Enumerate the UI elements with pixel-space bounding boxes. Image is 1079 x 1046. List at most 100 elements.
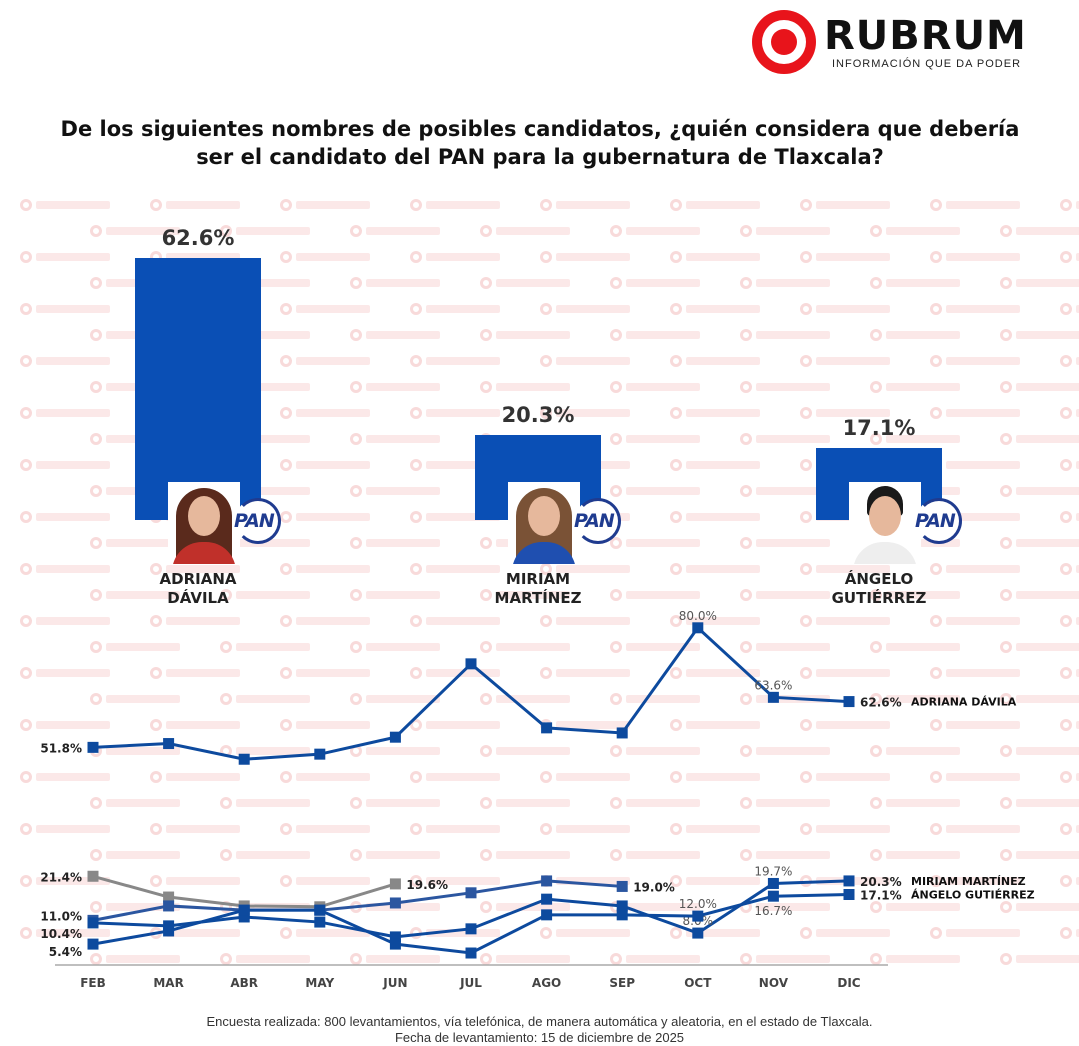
pan-party-logo-icon: PAN bbox=[915, 498, 962, 544]
watermark-ring-icon bbox=[740, 693, 752, 705]
watermark-word-shape bbox=[556, 721, 630, 729]
watermark-ring-icon bbox=[1000, 693, 1012, 705]
watermark-mark bbox=[20, 562, 112, 576]
watermark-mark bbox=[670, 666, 762, 680]
watermark-word-shape bbox=[816, 201, 890, 209]
watermark-ring-icon bbox=[280, 407, 292, 419]
watermark-word-shape bbox=[756, 227, 830, 235]
candidate-name-line: MARTÍNEZ bbox=[494, 589, 582, 607]
watermark-word-shape bbox=[816, 929, 890, 937]
watermark-mark bbox=[1000, 744, 1079, 758]
data-point bbox=[87, 870, 99, 882]
watermark-ring-icon bbox=[1060, 615, 1072, 627]
data-label: 21.4% bbox=[40, 870, 82, 884]
watermark-word-shape bbox=[756, 279, 830, 287]
watermark-mark bbox=[870, 952, 962, 966]
watermark-word-shape bbox=[1016, 747, 1079, 755]
watermark-word-shape bbox=[556, 253, 630, 261]
watermark-mark bbox=[670, 562, 762, 576]
data-label: 11.0% bbox=[40, 909, 82, 923]
watermark-ring-icon bbox=[670, 355, 682, 367]
candidate-photo bbox=[508, 482, 580, 564]
watermark-mark bbox=[220, 224, 312, 238]
watermark-ring-icon bbox=[1060, 303, 1072, 315]
watermark-ring-icon bbox=[740, 329, 752, 341]
watermark-ring-icon bbox=[480, 641, 492, 653]
watermark-word-shape bbox=[886, 643, 960, 651]
watermark-ring-icon bbox=[280, 251, 292, 263]
watermark-ring-icon bbox=[1060, 667, 1072, 679]
data-point bbox=[465, 947, 477, 959]
watermark-mark bbox=[1000, 640, 1079, 654]
data-point bbox=[616, 727, 628, 739]
watermark-mark bbox=[480, 588, 572, 602]
watermark-word-shape bbox=[36, 877, 110, 885]
x-tick-label: NOV bbox=[759, 976, 789, 990]
watermark-word-shape bbox=[816, 617, 890, 625]
watermark-ring-icon bbox=[480, 537, 492, 549]
watermark-mark bbox=[740, 328, 832, 342]
watermark-mark bbox=[930, 354, 1022, 368]
watermark-ring-icon bbox=[90, 797, 102, 809]
watermark-ring-icon bbox=[350, 277, 362, 289]
watermark-mark bbox=[540, 614, 632, 628]
watermark-ring-icon bbox=[870, 745, 882, 757]
watermark-mark bbox=[870, 744, 962, 758]
watermark-mark bbox=[610, 484, 702, 498]
watermark-ring-icon bbox=[90, 953, 102, 965]
watermark-word-shape bbox=[626, 487, 700, 495]
watermark-word-shape bbox=[36, 513, 110, 521]
watermark-word-shape bbox=[1076, 565, 1079, 573]
data-label: 51.8% bbox=[40, 741, 82, 755]
watermark-mark bbox=[90, 952, 182, 966]
watermark-mark bbox=[280, 198, 372, 212]
watermark-mark bbox=[930, 562, 1022, 576]
watermark-mark bbox=[670, 250, 762, 264]
watermark-word-shape bbox=[556, 565, 630, 573]
watermark-word-shape bbox=[756, 643, 830, 651]
series-name-label: ÁNGELO GUTIÉRREZ bbox=[911, 888, 1035, 901]
watermark-ring-icon bbox=[410, 199, 422, 211]
watermark-mark bbox=[480, 224, 572, 238]
watermark-ring-icon bbox=[670, 563, 682, 575]
watermark-mark bbox=[480, 692, 572, 706]
watermark-mark bbox=[610, 848, 702, 862]
watermark-mark bbox=[870, 796, 962, 810]
chart-title: De los siguientes nombres de posibles ca… bbox=[60, 117, 1020, 169]
watermark-mark bbox=[1060, 614, 1079, 628]
watermark-word-shape bbox=[496, 591, 570, 599]
watermark-mark bbox=[670, 302, 762, 316]
watermark-word-shape bbox=[1076, 305, 1079, 313]
x-tick-label: SEP bbox=[609, 976, 635, 990]
watermark-word-shape bbox=[1076, 253, 1079, 261]
data-point bbox=[389, 931, 401, 943]
bar-value-label: 17.1% bbox=[842, 416, 916, 441]
watermark-mark bbox=[870, 276, 962, 290]
watermark-word-shape bbox=[496, 903, 570, 911]
watermark-ring-icon bbox=[1060, 875, 1072, 887]
watermark-ring-icon bbox=[350, 589, 362, 601]
watermark-mark bbox=[280, 458, 372, 472]
watermark-mark bbox=[610, 796, 702, 810]
watermark-mark bbox=[350, 224, 442, 238]
watermark-ring-icon bbox=[870, 953, 882, 965]
watermark-word-shape bbox=[686, 929, 760, 937]
watermark-word-shape bbox=[1076, 409, 1079, 417]
x-tick-label: AGO bbox=[532, 976, 561, 990]
watermark-mark bbox=[610, 380, 702, 394]
watermark-word-shape bbox=[496, 799, 570, 807]
watermark-ring-icon bbox=[540, 407, 552, 419]
watermark-word-shape bbox=[426, 929, 500, 937]
watermark-word-shape bbox=[366, 747, 440, 755]
watermark-ring-icon bbox=[150, 771, 162, 783]
watermark-ring-icon bbox=[20, 563, 32, 575]
watermark-ring-icon bbox=[610, 745, 622, 757]
rubrum-logo: RUBRUM INFORMACIÓN QUE DA PODER bbox=[752, 10, 1042, 75]
watermark-word-shape bbox=[1076, 617, 1079, 625]
watermark-mark bbox=[280, 562, 372, 576]
series-name-label: ADRIANA DÁVILA bbox=[911, 696, 1017, 709]
watermark-mark bbox=[150, 666, 242, 680]
watermark-ring-icon bbox=[740, 641, 752, 653]
watermark-word-shape bbox=[236, 799, 310, 807]
